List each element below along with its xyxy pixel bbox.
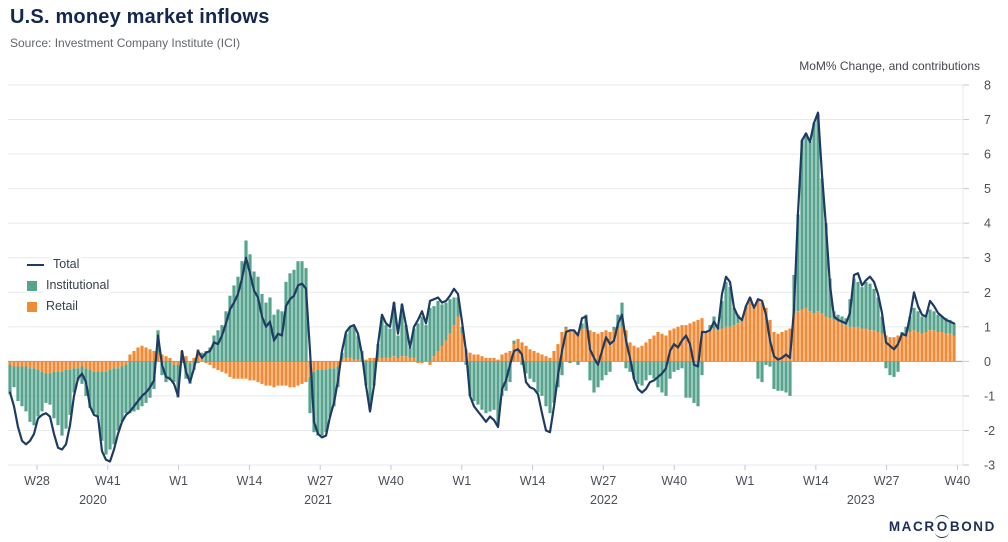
svg-text:-3: -3: [984, 459, 995, 473]
logo-o: O: [935, 515, 950, 538]
svg-text:W27: W27: [590, 474, 616, 488]
macrobond-logo: MACR O BOND: [888, 515, 996, 538]
svg-text:2021: 2021: [304, 493, 332, 507]
unit-label: MoM% Change, and contributions: [799, 59, 980, 73]
svg-text:W27: W27: [874, 474, 900, 488]
logo-arc-top-icon: [935, 515, 950, 521]
svg-text:0: 0: [984, 355, 991, 369]
svg-text:2020: 2020: [79, 493, 107, 507]
legend-item-total: Total: [27, 257, 111, 272]
source-note: Source: Investment Company Institute (IC…: [10, 36, 241, 50]
page-title: U.S. money market inflows: [10, 6, 270, 28]
svg-text:4: 4: [984, 217, 991, 231]
svg-text:8: 8: [984, 79, 991, 93]
svg-text:5: 5: [984, 182, 991, 196]
logo-o-letter: O: [936, 519, 949, 534]
svg-text:-1: -1: [984, 389, 995, 403]
svg-text:W1: W1: [736, 474, 755, 488]
svg-text:W1: W1: [169, 474, 188, 488]
svg-text:3: 3: [984, 251, 991, 265]
legend-label-total: Total: [51, 257, 82, 272]
svg-text:2023: 2023: [847, 493, 875, 507]
svg-text:W41: W41: [95, 474, 121, 488]
svg-text:2022: 2022: [590, 493, 618, 507]
legend-label-retail: Retail: [44, 299, 80, 314]
svg-text:W14: W14: [803, 474, 829, 488]
logo-text-suffix: BOND: [949, 519, 996, 534]
logo-text-prefix: MACR: [888, 519, 936, 534]
svg-text:W1: W1: [452, 474, 471, 488]
legend-item-retail: Retail: [27, 299, 111, 314]
svg-text:W40: W40: [945, 474, 971, 488]
svg-text:6: 6: [984, 148, 991, 162]
institutional-swatch: [27, 280, 37, 291]
total-line-swatch: [27, 263, 44, 266]
svg-text:7: 7: [984, 113, 991, 127]
svg-text:W40: W40: [661, 474, 687, 488]
legend-label-institutional: Institutional: [44, 278, 112, 293]
svg-text:W28: W28: [24, 474, 50, 488]
legend: Total Institutional Retail: [27, 257, 112, 320]
svg-text:W27: W27: [307, 474, 333, 488]
svg-text:2: 2: [984, 286, 991, 300]
svg-text:1: 1: [984, 320, 991, 334]
svg-text:-2: -2: [984, 424, 995, 438]
legend-item-institutional: Institutional: [27, 278, 112, 293]
retail-swatch: [27, 301, 37, 312]
svg-text:W40: W40: [378, 474, 404, 488]
svg-text:W14: W14: [520, 474, 546, 488]
svg-text:W14: W14: [237, 474, 263, 488]
